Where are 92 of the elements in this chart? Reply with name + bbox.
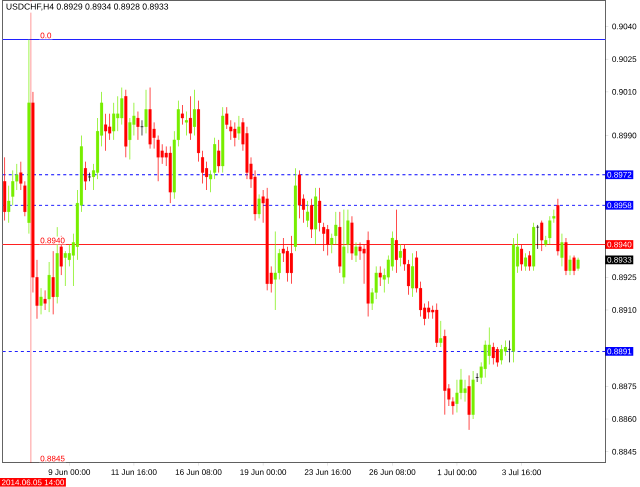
candlestick [144, 89, 148, 134]
candlestick [52, 250, 55, 315]
candlestick [120, 87, 124, 126]
candlestick [88, 172, 92, 182]
candlestick [484, 340, 487, 378]
x-tick-label: 9 Jun 00:00 [48, 469, 90, 476]
ref-line-label: 0.8972 [607, 172, 632, 178]
y-tick-label: 0.9010 [612, 89, 636, 95]
candlestick [180, 104, 184, 126]
x-tick-label: 11 Jun 16:00 [111, 469, 157, 476]
candlestick [354, 242, 358, 262]
y-tick-label: 0.8925 [612, 274, 636, 280]
x-tick-label: 23 Jun 16:00 [304, 469, 351, 476]
annotation: 0.8845 [40, 456, 65, 462]
candlestick [500, 344, 503, 365]
x-tick-label: 2014.06.05 14:00 [2, 480, 64, 486]
candlestick [278, 248, 281, 280]
y-tick-label: 0.8860 [612, 416, 636, 422]
candlestick [548, 216, 552, 246]
candlestick [427, 301, 430, 320]
candlestick [552, 209, 556, 224]
candlestick [68, 244, 71, 267]
candlestick [205, 161, 208, 191]
candlestick [64, 250, 67, 286]
candlestick [84, 161, 87, 191]
y-tick-label: 0.8845 [612, 449, 636, 455]
candlestick [455, 380, 458, 413]
x-tick-label: 1 Jul 00:00 [438, 469, 476, 476]
candlestick [128, 118, 132, 160]
text: 0.8933 [607, 257, 632, 263]
y-tick-label: 0.9040 [612, 24, 636, 30]
candlestick [439, 320, 442, 348]
candlestick [346, 209, 350, 254]
candlestick [334, 212, 338, 246]
candlestick [374, 266, 378, 300]
candlestick [229, 120, 232, 140]
candlestick [488, 327, 491, 365]
candlestick [258, 194, 261, 219]
candlestick [40, 288, 43, 315]
candlestick [132, 102, 136, 136]
annotation: 0.0 [40, 32, 52, 38]
candlestick [318, 188, 322, 232]
candlestick [44, 290, 47, 310]
candlestick [192, 89, 196, 136]
candlestick [11, 170, 14, 206]
candlestick [572, 255, 576, 276]
candlestick [188, 96, 192, 140]
ref-line-label: 0.8958 [607, 202, 632, 208]
candlestick [112, 102, 116, 140]
candlestick [48, 262, 51, 313]
candlestick [274, 231, 277, 310]
candlestick [544, 236, 548, 248]
candlestick [528, 250, 532, 272]
chart-title: USDCHF,H4 0.8929 0.8934 0.8928 0.8933 [6, 4, 168, 11]
candlestick [209, 170, 212, 193]
candlestick [330, 233, 334, 254]
candlestick [492, 342, 495, 365]
candlestick [576, 257, 580, 272]
y-tick-label: 0.8990 [612, 132, 636, 138]
candlestick [306, 200, 310, 228]
candlestick [398, 244, 402, 267]
candlestick [504, 340, 507, 356]
y-tick-label: 0.8875 [612, 384, 636, 390]
candlestick [237, 116, 240, 140]
candlestick [225, 106, 228, 130]
candlestick [116, 96, 120, 132]
candlestick [568, 255, 572, 276]
x-tick-label: 3 Jul 16:00 [502, 469, 541, 476]
candlestick [108, 113, 112, 140]
candlestick [411, 253, 414, 298]
candlestick [310, 198, 314, 238]
x-tick-label: 19 Jun 00:00 [240, 469, 286, 476]
candlestick [104, 113, 108, 152]
x-tick-label: 16 Jun 08:00 [176, 469, 222, 476]
ref-line-label: 0.8940 [607, 242, 632, 248]
y-tick-label: 0.9025 [612, 56, 636, 62]
candlestick [7, 185, 10, 224]
candlestick [524, 253, 528, 272]
candlestick [19, 161, 22, 191]
x-tick-label: 26 Jun 08:00 [369, 469, 416, 476]
candlestick [378, 266, 382, 286]
ref-line-label: 0.8891 [607, 348, 632, 354]
candlestick [233, 122, 236, 147]
y-tick-label: 0.8910 [612, 307, 636, 313]
candlestick [136, 111, 140, 140]
annotation: 0.8940 [40, 238, 65, 244]
candlestick [217, 140, 220, 174]
candlestick [560, 233, 564, 267]
candlestick [184, 111, 188, 136]
candlestick [156, 135, 160, 182]
candlestick [451, 396, 454, 416]
candlestick [496, 346, 499, 368]
